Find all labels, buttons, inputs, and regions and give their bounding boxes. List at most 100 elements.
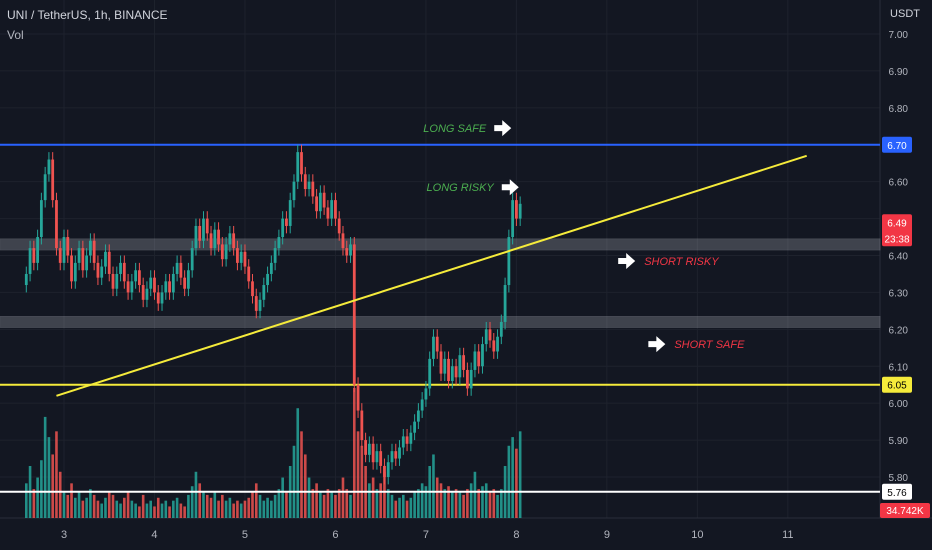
y-tick-label: 7.00 [889, 30, 909, 41]
candle-body [503, 285, 507, 322]
volume-bar [55, 431, 58, 518]
volume-bar [296, 408, 300, 518]
candle-body [145, 288, 149, 300]
volume-bar [130, 500, 134, 518]
volume-bar [447, 486, 450, 518]
candle-body [322, 192, 326, 208]
candle-body [107, 251, 111, 274]
volume-bar [149, 500, 153, 518]
candle-body [141, 285, 145, 300]
volume-bar [319, 492, 322, 518]
volume-indicator-label[interactable]: Vol [7, 28, 24, 42]
volume-bar [413, 492, 416, 518]
volume-bar [123, 497, 126, 518]
volume-bar [409, 497, 413, 518]
candle-body [171, 273, 175, 293]
candle-body [462, 355, 466, 370]
arrow-right-icon [501, 179, 519, 196]
volume-bar [70, 483, 73, 518]
candle-body [175, 262, 179, 274]
candle-body [394, 451, 398, 459]
level-tag-label: 6.05 [887, 381, 907, 392]
volume-bar [25, 483, 28, 518]
last-price-label: 6.49 [887, 218, 907, 229]
candle-body [77, 248, 81, 263]
candle-body [330, 200, 334, 219]
candle-body [58, 248, 62, 263]
x-tick-label: 5 [242, 529, 248, 541]
candle-body [465, 369, 469, 389]
volume-bar [273, 494, 277, 518]
candle-body [432, 336, 435, 359]
candle-body [285, 218, 288, 226]
candle-body [288, 200, 292, 226]
volume-bar [277, 489, 281, 518]
volume-bar [254, 483, 258, 518]
volume-bar [337, 489, 341, 518]
candle-body [481, 344, 484, 367]
candle-body [104, 251, 107, 267]
candle-body [262, 285, 266, 300]
candle-body [205, 218, 209, 234]
volume-bar [258, 494, 262, 518]
volume-bar [435, 477, 439, 518]
volume-bar [160, 503, 164, 518]
candle-body [447, 358, 450, 382]
volume-bar [315, 483, 318, 518]
volume-bar [104, 497, 107, 518]
volume-bar [375, 489, 379, 518]
volume-bar [341, 477, 345, 518]
candle-body [345, 248, 349, 256]
arrow-right-icon [648, 336, 666, 353]
candle-body [85, 255, 89, 271]
candle-body [439, 351, 443, 374]
volume-bar [92, 494, 96, 518]
volume-bar [66, 494, 70, 518]
annotation-label: SHORT SAFE [674, 339, 745, 351]
candle-body [398, 447, 401, 459]
volume-bar [164, 500, 168, 518]
candle-body [88, 240, 92, 256]
candle-body [164, 281, 168, 293]
volume-bar [183, 506, 186, 518]
annotation-label: SHORT RISKY [644, 256, 719, 268]
candle-body [379, 451, 383, 466]
volume-bar [198, 483, 202, 518]
y-tick-label: 6.30 [889, 288, 909, 299]
volume-bar [356, 431, 360, 518]
volume-bar [390, 494, 394, 518]
volume-bar [394, 500, 398, 518]
x-tick-label: 11 [782, 529, 793, 541]
volume-bar [469, 483, 473, 518]
candle-body [469, 369, 473, 389]
volume-bar [239, 503, 243, 518]
x-tick-label: 10 [691, 529, 703, 541]
symbol-title: UNI / TetherUS, 1h, BINANCE [7, 8, 168, 22]
volume-bar [458, 492, 462, 518]
candle-body [303, 174, 307, 190]
volume-bar [473, 471, 477, 518]
candle-body [39, 200, 43, 238]
candle-body [239, 251, 243, 263]
candle-body [367, 443, 371, 455]
candle-body [360, 410, 364, 441]
candle-body [111, 273, 115, 289]
volume-bar [307, 477, 311, 518]
x-tick-label: 7 [423, 529, 429, 541]
candle-body [183, 277, 187, 289]
volume-bar [420, 483, 424, 518]
volume-bar [515, 448, 518, 518]
candle-body [130, 281, 134, 293]
candle-body [47, 159, 51, 175]
candle-body [405, 436, 409, 444]
candle-body [92, 240, 96, 263]
volume-bar [454, 489, 458, 518]
candle-body [32, 248, 36, 263]
candle-body [496, 336, 499, 352]
candle-body [236, 248, 239, 263]
volume-bar [334, 494, 337, 518]
candle-body [243, 251, 247, 267]
level-tag [882, 376, 912, 393]
level-tag-label: 5.76 [887, 488, 907, 499]
